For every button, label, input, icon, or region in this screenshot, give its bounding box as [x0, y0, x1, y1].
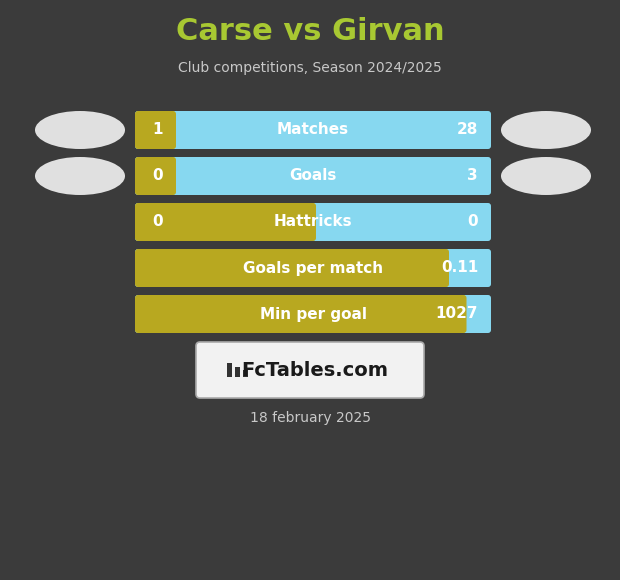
Text: 1: 1 — [152, 122, 162, 137]
Text: 18 february 2025: 18 february 2025 — [249, 411, 371, 425]
Bar — [243, 370, 248, 377]
Bar — [235, 367, 240, 377]
Ellipse shape — [35, 111, 125, 149]
Text: 0: 0 — [152, 169, 162, 183]
Text: 28: 28 — [456, 122, 478, 137]
FancyBboxPatch shape — [135, 157, 176, 195]
Text: 0.11: 0.11 — [441, 260, 478, 276]
FancyBboxPatch shape — [135, 295, 491, 333]
Text: 3: 3 — [467, 169, 478, 183]
Text: Matches: Matches — [277, 122, 349, 137]
Text: 0: 0 — [152, 215, 162, 230]
Text: 0: 0 — [467, 215, 478, 230]
Bar — [227, 363, 232, 377]
FancyBboxPatch shape — [135, 111, 176, 149]
Text: Hattricks: Hattricks — [273, 215, 352, 230]
FancyBboxPatch shape — [196, 342, 424, 398]
Text: Min per goal: Min per goal — [260, 306, 366, 321]
Ellipse shape — [501, 157, 591, 195]
Text: Club competitions, Season 2024/2025: Club competitions, Season 2024/2025 — [178, 61, 442, 75]
FancyBboxPatch shape — [135, 111, 491, 149]
Text: FcTables.com: FcTables.com — [242, 361, 389, 379]
FancyBboxPatch shape — [135, 295, 466, 333]
Text: 1027: 1027 — [435, 306, 478, 321]
FancyBboxPatch shape — [135, 249, 491, 287]
Text: Goals: Goals — [290, 169, 337, 183]
FancyBboxPatch shape — [135, 203, 316, 241]
Ellipse shape — [35, 157, 125, 195]
FancyBboxPatch shape — [135, 157, 491, 195]
Text: Goals per match: Goals per match — [243, 260, 383, 276]
FancyBboxPatch shape — [135, 249, 449, 287]
Text: Carse vs Girvan: Carse vs Girvan — [175, 17, 445, 46]
Ellipse shape — [501, 111, 591, 149]
FancyBboxPatch shape — [135, 203, 491, 241]
